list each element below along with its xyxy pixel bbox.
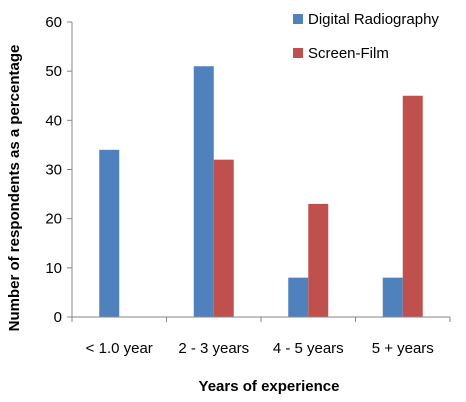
bar-screen-film-2 (308, 203, 329, 317)
x-tick-label: < 1.0 year (86, 340, 153, 357)
y-axis-ticks (67, 21, 72, 318)
bar-digital-radiography-2 (288, 277, 309, 317)
bar-digital-radiography-0 (99, 149, 120, 317)
y-tick-label: 30 (45, 162, 62, 179)
bar-screen-film-3 (402, 95, 423, 317)
y-tick-label: 40 (45, 112, 62, 129)
x-tick-label: 4 - 5 years (273, 340, 344, 357)
x-axis-ticks (71, 317, 451, 322)
y-tick-label: 20 (45, 211, 62, 228)
x-tick-label: 5 + years (372, 340, 434, 357)
legend-label: Screen-Film (308, 45, 389, 62)
legend-swatch (293, 48, 303, 58)
bar-digital-radiography-1 (193, 66, 214, 317)
bars (99, 66, 423, 317)
legend: Digital Radiography Screen-Film (293, 11, 439, 62)
y-tick-label: 60 (45, 14, 62, 31)
y-axis-title: Number of respondents as a percentage (6, 45, 23, 332)
x-tick-labels: < 1.0 year 2 - 3 years 4 - 5 years 5 + year… (86, 340, 434, 357)
y-tick-label: 50 (45, 63, 62, 80)
legend-label: Digital Radiography (308, 11, 439, 28)
y-tick-label: 0 (54, 309, 62, 326)
x-tick-label: 2 - 3 years (178, 340, 249, 357)
legend-swatch (293, 14, 303, 24)
x-axis-title: Years of experience (199, 378, 340, 395)
y-tick-labels: 0 10 20 30 40 50 60 (45, 14, 62, 326)
bar-screen-film-1 (213, 159, 234, 317)
y-tick-label: 10 (45, 260, 62, 277)
bar-digital-radiography-3 (382, 277, 403, 317)
